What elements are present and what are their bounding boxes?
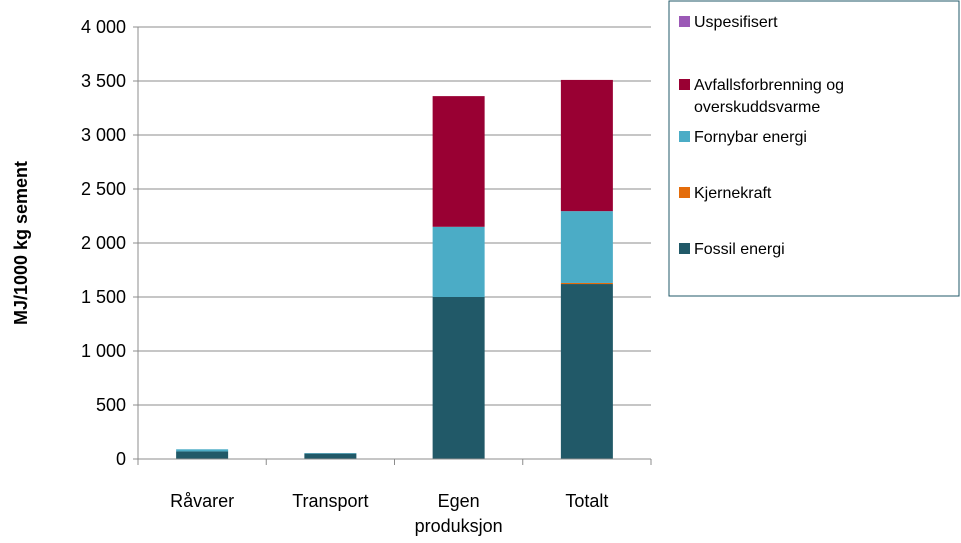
legend-box: [668, 0, 960, 297]
legend-label: Uspesifisert: [694, 14, 778, 31]
legend-label: Fornybar energi: [694, 129, 807, 146]
y-tick-label: 1 000: [81, 341, 126, 361]
legend-label-line: Uspesifisert: [694, 14, 778, 31]
x-tick-label: Totalt: [565, 491, 608, 511]
bar-segment: [432, 297, 485, 459]
y-tick-labels: 0 500 1 000 1 500 2 000 2 500 3 000 3 500 4 000: [81, 17, 126, 469]
bar-segment: [304, 453, 357, 454]
x-tick-label-line: Totalt: [565, 491, 608, 511]
y-tick-label: 1 500: [81, 287, 126, 307]
legend-swatch: [679, 131, 690, 142]
legend-label: Kjernekraft: [694, 185, 772, 202]
x-tick-label: Egen produksjon: [415, 491, 503, 536]
y-tick-label: 3 000: [81, 125, 126, 145]
y-tick-label: 4 000: [81, 17, 126, 37]
legend-label-line: overskuddsvarme: [694, 99, 820, 116]
legend-label-line: Fossil energi: [694, 241, 785, 258]
x-tick-label-line: produksjon: [415, 516, 503, 536]
y-tick-label: 500: [96, 395, 126, 415]
axes: [137, 27, 651, 460]
x-tick-label: Transport: [292, 491, 368, 511]
bar-segment: [432, 96, 485, 227]
legend-label-line: Avfallsforbrenning og: [694, 77, 844, 94]
x-tick-label-line: Transport: [292, 491, 368, 511]
bar-segment: [560, 284, 613, 459]
x-tick-label: Råvarer: [170, 491, 234, 511]
y-tick-label: 3 500: [81, 71, 126, 91]
y-tick-label: 2 500: [81, 179, 126, 199]
legend-swatch: [679, 79, 690, 90]
legend-swatch: [679, 187, 690, 198]
legend-label-line: Kjernekraft: [694, 185, 772, 202]
bar-segment: [560, 79, 613, 212]
legend-label-line: Fornybar energi: [694, 129, 807, 146]
bar-segment: [432, 226, 485, 297]
x-tick-label-line: Egen: [438, 491, 480, 511]
y-tick-label: 2 000: [81, 233, 126, 253]
legend-swatch: [679, 243, 690, 254]
legend-swatch: [679, 16, 690, 27]
x-tick-labels: Råvarer Transport Egen produksjon Totalt: [170, 491, 608, 536]
x-tick-label-line: Råvarer: [170, 491, 234, 511]
legend-label: Avfallsforbrenning og overskuddsvarme: [694, 77, 844, 116]
y-tick-label: 0: [116, 449, 126, 469]
bar-segment: [176, 449, 229, 452]
bar-segment: [560, 282, 613, 285]
bar-segment: [560, 211, 613, 283]
bar-segment: [304, 453, 357, 459]
bars: [176, 79, 613, 459]
bar-segment: [176, 451, 229, 459]
y-axis-label: MJ/1000 kg sement: [11, 161, 31, 325]
legend: Uspesifisert Avfallsforbrenning og oversku…: [668, 0, 960, 297]
legend-label: Fossil energi: [694, 241, 785, 258]
